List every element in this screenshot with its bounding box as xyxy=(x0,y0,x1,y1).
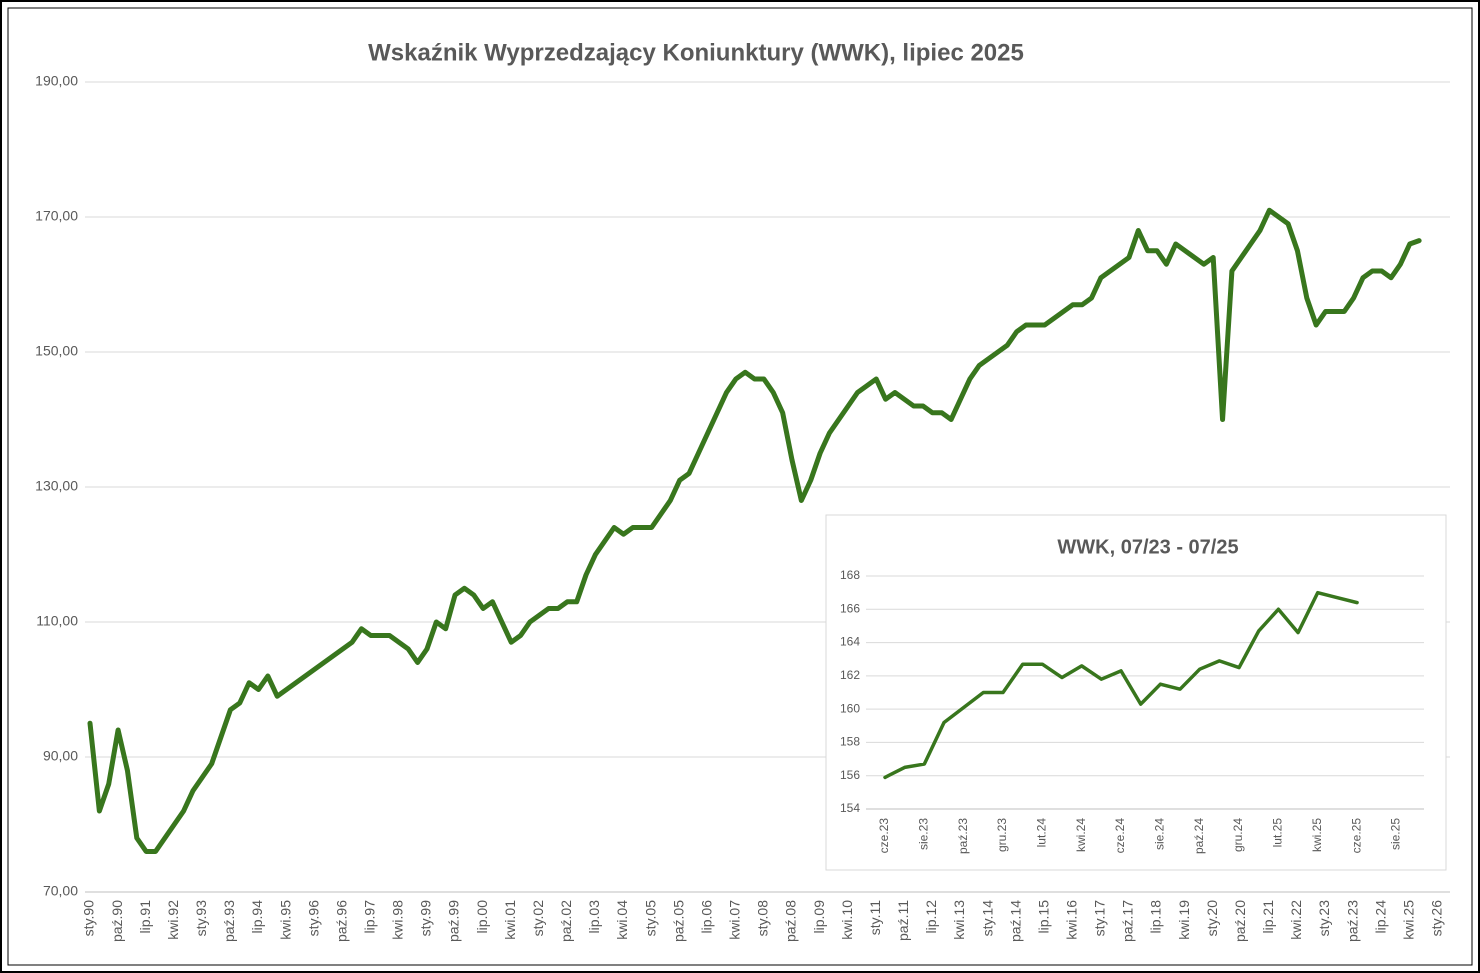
x-tick-label: gru.24 xyxy=(1231,818,1245,852)
x-tick-label: paź.11 xyxy=(895,900,911,941)
x-tick-label: sty.93 xyxy=(193,900,209,937)
y-tick-label: 158 xyxy=(840,735,860,749)
x-tick-label: lip.00 xyxy=(474,900,490,934)
x-tick-label: paź.93 xyxy=(221,900,237,942)
x-tick-label: lut.25 xyxy=(1271,818,1285,848)
x-tick-label: lip.18 xyxy=(1148,900,1164,934)
x-tick-label: kwi.13 xyxy=(951,900,967,940)
x-tick-label: sty.17 xyxy=(1092,900,1108,937)
x-tick-label: kwi.07 xyxy=(727,900,743,940)
x-tick-label: sty.26 xyxy=(1429,900,1445,937)
x-tick-label: lip.21 xyxy=(1260,900,1276,934)
y-tick-label: 166 xyxy=(840,601,860,615)
x-tick-label: paź.99 xyxy=(446,900,462,942)
x-tick-label: paź.23 xyxy=(956,818,970,854)
y-tick-label: 130,00 xyxy=(35,478,78,494)
x-tick-label: sty.96 xyxy=(305,900,321,937)
x-tick-label: kwi.10 xyxy=(839,900,855,940)
y-tick-label: 150,00 xyxy=(35,343,78,359)
y-tick-label: 190,00 xyxy=(35,73,78,89)
x-tick-label: sty.14 xyxy=(979,900,995,937)
x-tick-label: sty.20 xyxy=(1204,900,1220,937)
x-tick-label: sty.02 xyxy=(530,900,546,937)
y-tick-label: 110,00 xyxy=(36,613,78,629)
y-tick-label: 168 xyxy=(840,568,860,582)
inset-frame xyxy=(825,514,1447,871)
y-tick-label: 162 xyxy=(840,668,860,682)
x-tick-label: paź.08 xyxy=(783,900,799,942)
main-chart: 70,00 90,00 110,00 130,00 150,00 170,00 190,00… xyxy=(35,73,1450,942)
x-tick-label: lut.24 xyxy=(1035,818,1049,848)
x-tick-label: kwi.22 xyxy=(1288,900,1304,940)
x-tick-label: sty.23 xyxy=(1316,900,1332,937)
y-tick-label: 164 xyxy=(840,635,860,649)
data-line xyxy=(883,590,1359,780)
x-tick-label: paź.20 xyxy=(1232,900,1248,942)
x-tick-label: sty.90 xyxy=(81,900,97,937)
y-tick-label: 70,00 xyxy=(43,883,78,899)
data-line xyxy=(87,207,1422,854)
x-tick-label: sty.05 xyxy=(642,900,658,937)
x-tick-label: kwi.01 xyxy=(502,900,518,940)
x-tick-label: paź.05 xyxy=(670,900,686,942)
x-tick-label: paź.02 xyxy=(558,900,574,942)
x-tick-label: kwi.25 xyxy=(1310,818,1324,852)
x-tick-label: sie.23 xyxy=(917,818,931,850)
y-tick-label: 170,00 xyxy=(35,208,78,224)
x-tick-label: lip.09 xyxy=(811,900,827,934)
x-tick-label: kwi.98 xyxy=(390,900,406,940)
y-tick-label: 90,00 xyxy=(43,748,78,764)
x-tick-label: lip.91 xyxy=(137,900,153,934)
x-tick-label: kwi.95 xyxy=(277,900,293,940)
x-tick-label: sie.25 xyxy=(1389,818,1403,850)
x-tick-label: lip.12 xyxy=(923,900,939,934)
x-tick-label: lip.15 xyxy=(1035,900,1051,934)
x-tick-label: paź.17 xyxy=(1120,900,1136,942)
y-tick-label: 160 xyxy=(840,701,860,715)
x-tick-label: paź.23 xyxy=(1344,900,1360,942)
x-tick-label: kwi.92 xyxy=(165,900,181,940)
x-tick-label: sty.08 xyxy=(755,900,771,937)
x-tick-label: lip.94 xyxy=(249,900,265,934)
x-tick-label: lip.97 xyxy=(362,900,378,934)
x-tick-label: lip.03 xyxy=(586,900,602,934)
inset-chart: 154 156 158 160 162 164 166 168 cze.23 sie.23 paź.… xyxy=(840,568,1424,854)
chart-title: Wskaźnik Wyprzedzający Koniunktury (WWK)… xyxy=(368,39,1024,66)
x-tick-label: kwi.19 xyxy=(1176,900,1192,940)
x-tick-label: cze.23 xyxy=(877,818,891,854)
y-tick-label: 154 xyxy=(840,801,860,815)
x-tick-label: gru.23 xyxy=(995,818,1009,852)
x-tick-label: lip.24 xyxy=(1372,900,1388,934)
x-tick-label: paź.14 xyxy=(1007,900,1023,942)
x-tick-label: cze.24 xyxy=(1113,818,1127,854)
x-tick-label: lip.06 xyxy=(698,900,714,934)
x-tick-label: kwi.25 xyxy=(1400,900,1416,940)
x-tick-label: paź.24 xyxy=(1192,818,1206,854)
x-tick-label: cze.25 xyxy=(1349,818,1363,854)
x-tick-label: paź.90 xyxy=(109,900,125,942)
x-tick-label: sty.99 xyxy=(418,900,434,937)
x-tick-label: kwi.04 xyxy=(614,900,630,940)
x-tick-label: sie.24 xyxy=(1153,818,1167,850)
y-tick-label: 156 xyxy=(840,768,860,782)
x-tick-label: sty.11 xyxy=(867,900,883,935)
inset-title: WWK, 07/23 - 07/25 xyxy=(1057,536,1238,558)
x-tick-label: paź.96 xyxy=(333,900,349,942)
x-tick-label: kwi.24 xyxy=(1074,818,1088,852)
x-tick-label: kwi.16 xyxy=(1064,900,1080,940)
